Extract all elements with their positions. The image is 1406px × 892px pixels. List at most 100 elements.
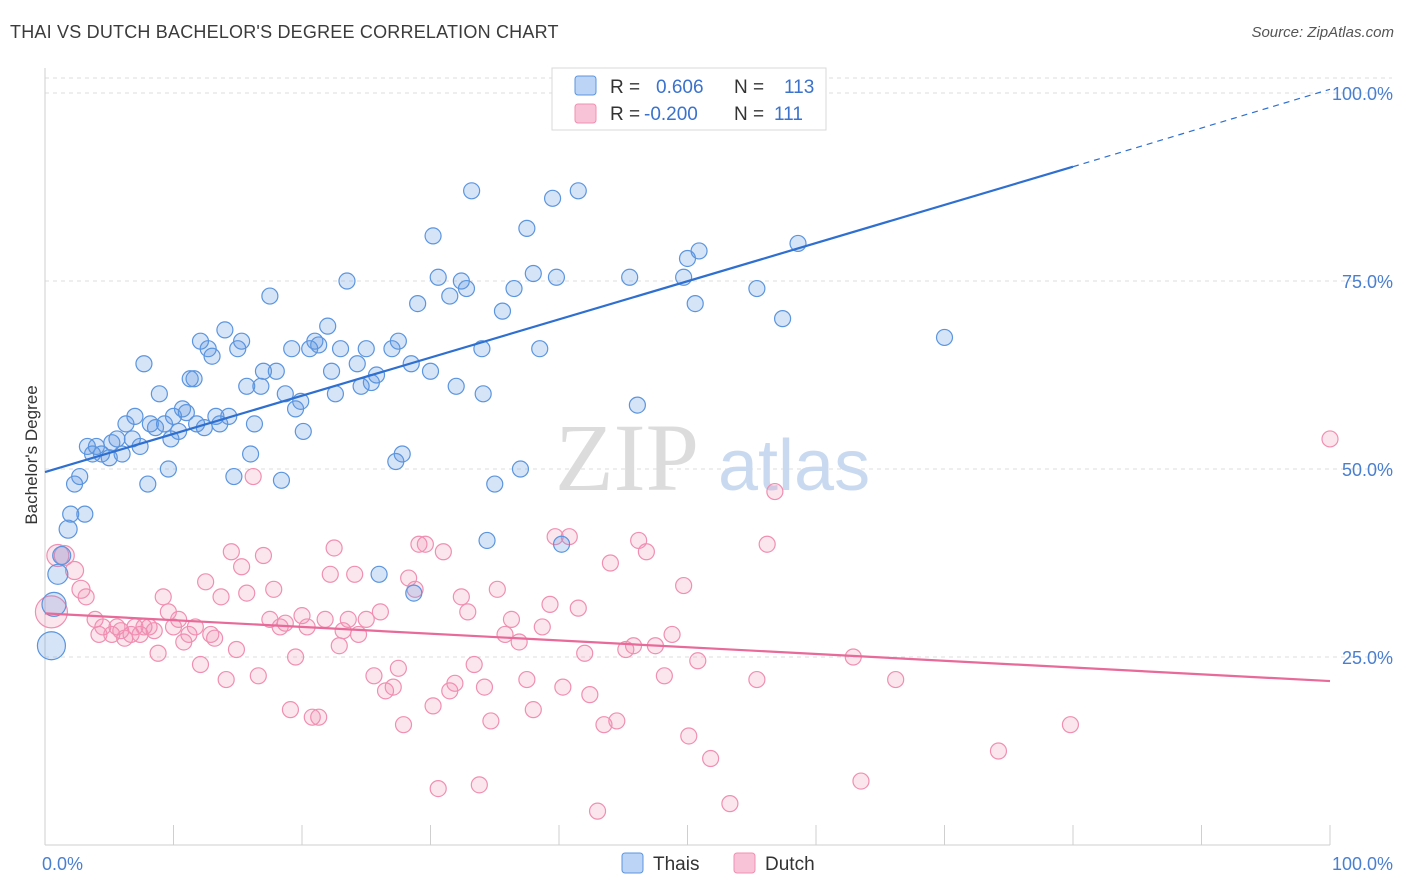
thais-point: [429, 268, 447, 286]
thais-point: [569, 182, 587, 200]
thais-point: [628, 396, 646, 414]
dutch-point: [212, 588, 230, 606]
thais-point: [338, 272, 356, 290]
thais-point: [690, 242, 708, 260]
dutch-point: [303, 708, 321, 726]
thais-point: [486, 475, 504, 493]
dutch-point: [748, 670, 766, 689]
thais-point: [272, 471, 291, 489]
y-tick-label: 100.0%: [1332, 84, 1393, 104]
thais-point: [283, 340, 301, 358]
dutch-point: [244, 467, 262, 486]
thais-point: [216, 321, 234, 339]
y-tick-label: 50.0%: [1342, 460, 1393, 480]
dutch-point: [459, 603, 477, 621]
thais-point: [421, 362, 440, 380]
thais-point: [935, 328, 954, 347]
dutch-point: [1061, 716, 1080, 734]
dutch-point: [217, 670, 235, 689]
dutch-point: [452, 588, 470, 606]
dutch-point: [206, 629, 224, 647]
dutch-point: [446, 674, 464, 692]
thais-point: [233, 332, 251, 350]
dutch-point: [371, 603, 389, 621]
dutch-point: [339, 610, 357, 629]
dutch-point: [286, 648, 305, 666]
thais-r-label: R =: [610, 77, 640, 98]
dutch-point: [186, 618, 204, 636]
thais-point: [511, 460, 530, 478]
dutch-n-value: 111: [774, 104, 803, 125]
dutch-point: [64, 560, 85, 581]
dutch-bottom-swatch: [733, 852, 756, 874]
axes: [44, 68, 1331, 846]
thais-point: [457, 279, 476, 298]
thais-point: [478, 531, 496, 550]
thais-point: [748, 279, 766, 298]
dutch-point: [276, 614, 294, 632]
thais-point: [463, 182, 481, 200]
thais-point: [552, 535, 571, 553]
dutch-point: [330, 637, 348, 655]
thais-point: [319, 317, 337, 335]
thais-point: [331, 340, 350, 358]
dutch-point: [655, 667, 673, 685]
dutch-point: [429, 780, 447, 798]
thais-point: [424, 227, 442, 245]
dutch-point: [77, 588, 95, 606]
thais-point: [686, 294, 704, 313]
dutch-point: [384, 678, 402, 696]
dutch-point: [34, 595, 69, 629]
thais-point: [547, 268, 566, 286]
thais-point: [135, 355, 153, 373]
dutch-point: [197, 573, 215, 591]
thais-point: [139, 475, 157, 493]
dutch-point: [325, 539, 343, 557]
thais-legend-swatch: [574, 75, 597, 96]
chart-title: THAI VS DUTCH BACHELOR'S DEGREE CORRELAT…: [10, 22, 559, 42]
thais-point: [71, 467, 89, 486]
thais-point: [47, 563, 69, 585]
thais-point: [357, 340, 375, 358]
dutch-point: [281, 701, 300, 719]
thais-point: [773, 310, 792, 328]
series-legend: Thais Dutch: [621, 852, 815, 875]
dutch-point: [675, 576, 693, 595]
thais-point: [409, 294, 427, 313]
dutch-n-label: N =: [734, 104, 764, 125]
dutch-point: [149, 644, 167, 662]
thais-point: [181, 370, 199, 388]
dutch-point: [680, 727, 698, 745]
thais-legend-label: Thais: [653, 854, 699, 875]
y-tick-label: 75.0%: [1342, 272, 1393, 292]
thais-point: [322, 362, 341, 380]
thais-bottom-swatch: [621, 852, 644, 874]
tick-labels: 25.0% 50.0% 75.0% 100.0% 0.0% 100.0%: [42, 84, 1393, 874]
x-tick-label-max: 100.0%: [1332, 854, 1393, 874]
thais-point: [505, 279, 523, 298]
dutch-point: [989, 742, 1008, 760]
thais-point: [493, 302, 512, 320]
dutch-point: [595, 716, 613, 734]
dutch-point: [601, 554, 620, 572]
thais-point: [518, 219, 536, 237]
thais-point: [41, 591, 67, 617]
dutch-point: [541, 595, 559, 613]
watermark-atlas: atlas: [718, 426, 870, 506]
thais-point: [474, 385, 492, 403]
dutch-point: [637, 543, 655, 561]
dutch-point: [470, 776, 488, 794]
thais-point: [294, 422, 312, 441]
dutch-point: [249, 667, 267, 685]
dutch-point: [145, 622, 163, 640]
dutch-point: [424, 697, 442, 715]
thais-point: [543, 189, 562, 207]
dutch-point: [233, 558, 251, 576]
dutch-point: [576, 644, 594, 662]
dutch-point: [502, 610, 521, 629]
thais-point: [108, 430, 126, 448]
thais-r-value: 0.606: [656, 77, 704, 98]
thais-point: [348, 355, 366, 373]
thais-point: [441, 287, 459, 305]
